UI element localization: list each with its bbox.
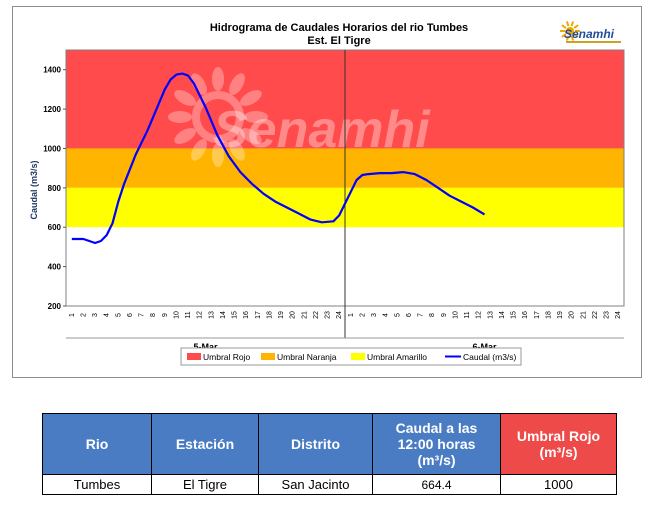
x-tick-label-16: 17 [255, 311, 262, 319]
y-axis-label: Caudal (m3/s) [29, 160, 39, 219]
y-tick-label-5: 1200 [43, 105, 61, 114]
x-tick-label-1: 2 [80, 313, 87, 317]
x-tick-label-21: 22 [313, 311, 320, 319]
x-tick-label-30: 7 [418, 313, 425, 317]
cell-rio: Tumbes [42, 474, 152, 495]
x-tick-label-46: 23 [604, 311, 611, 319]
header-distrito: Distrito [258, 413, 373, 475]
sun-watermark-icon [168, 67, 268, 167]
x-tick-label-43: 20 [569, 311, 576, 319]
header-caudal-unit: (m³/s) [417, 452, 456, 468]
header-umbral-rojo: Umbral Rojo (m³/s) [500, 413, 617, 475]
x-tick-label-28: 5 [394, 313, 401, 317]
x-tick-label-41: 18 [545, 311, 552, 319]
x-tick-label-11: 12 [197, 311, 204, 319]
x-tick-label-2: 3 [92, 313, 99, 317]
legend-label-1: Umbral Naranja [277, 352, 337, 362]
x-tick-label-24: 1 [348, 313, 355, 317]
x-tick-label-18: 19 [278, 311, 285, 319]
x-tick-label-8: 9 [162, 313, 169, 317]
x-tick-label-22: 23 [325, 311, 332, 319]
x-tick-label-44: 21 [580, 311, 587, 319]
header-umbral-label: Umbral Rojo [516, 428, 601, 444]
x-tick-label-20: 21 [301, 311, 308, 319]
x-tick-label-26: 3 [371, 313, 378, 317]
header-caudal: Caudal a las 12:00 horas (m³/s) [372, 413, 501, 475]
day-label-0: 5-Mar [193, 342, 218, 352]
x-tick-label-34: 11 [464, 311, 471, 318]
x-tick-label-17: 18 [266, 311, 273, 319]
x-tick-label-4: 5 [115, 313, 122, 317]
y-tick-label-4: 1000 [43, 144, 61, 153]
x-tick-label-7: 8 [150, 313, 157, 317]
x-tick-label-39: 16 [522, 311, 529, 319]
header-umbral-unit: (m³/s) [539, 444, 578, 460]
y-tick-label-6: 1400 [43, 66, 61, 75]
watermark-text: Senamhi [213, 101, 431, 159]
y-tick-label-0: 200 [48, 302, 62, 311]
x-tick-label-38: 15 [511, 311, 518, 319]
cell-estacion: El Tigre [151, 474, 259, 495]
x-tick-label-40: 17 [534, 311, 541, 319]
chart-legend: Umbral Rojo Umbral Naranja Umbral Amarillo… [180, 347, 522, 366]
x-tick-label-32: 9 [441, 313, 448, 317]
x-tick-label-25: 2 [359, 313, 366, 317]
x-tick-label-29: 6 [406, 313, 413, 317]
x-tick-label-27: 4 [383, 313, 390, 317]
legend-label-3: Caudal (m3/s) [463, 352, 517, 362]
summary-table: Rio Estación Distrito Caudal a las 12:00… [42, 413, 617, 495]
header-estacion: Estación [151, 413, 259, 475]
x-tick-label-0: 1 [69, 313, 76, 317]
chart-subtitle: Est. El Tigre [307, 35, 370, 47]
x-tick-label-36: 13 [487, 311, 494, 319]
sun-icon [560, 21, 580, 41]
x-tick-label-42: 19 [557, 311, 564, 319]
legend-swatch-1 [261, 353, 275, 360]
x-tick-label-13: 14 [220, 311, 227, 319]
x-tick-label-12: 13 [208, 311, 215, 319]
x-tick-label-19: 20 [290, 311, 297, 319]
legend-label-2: Umbral Amarillo [367, 352, 427, 362]
x-tick-label-47: 24 [615, 311, 622, 319]
x-tick-label-37: 14 [499, 311, 506, 319]
logo-text: Senamhi [564, 27, 615, 41]
x-tick-label-3: 4 [104, 313, 111, 317]
y-tick-label-1: 400 [48, 263, 62, 272]
day-label-1: 6-Mar [472, 342, 497, 352]
x-tick-label-33: 10 [452, 311, 459, 319]
x-tick-label-31: 8 [429, 313, 436, 317]
legend-label-0: Umbral Rojo [203, 352, 251, 362]
cell-distrito: San Jacinto [258, 474, 373, 495]
header-caudal-label: Caudal a las 12:00 horas [395, 420, 478, 452]
senamhi-logo: Senamhi [560, 21, 621, 43]
chart-title: Hidrograma de Caudales Horarios del rio … [210, 22, 468, 34]
cell-umbral: 1000 [500, 474, 617, 495]
x-tick-label-9: 10 [173, 311, 180, 319]
x-tick-label-6: 7 [139, 313, 146, 317]
legend-swatch-0 [187, 353, 201, 360]
x-tick-label-15: 16 [243, 311, 250, 319]
x-tick-label-14: 15 [232, 311, 239, 319]
x-tick-label-10: 11 [185, 311, 192, 318]
x-tick-label-35: 12 [476, 311, 483, 319]
header-rio: Rio [42, 413, 152, 475]
x-tick-label-23: 24 [336, 311, 343, 319]
y-tick-label-3: 800 [48, 184, 62, 193]
cell-caudal: 664.4 [372, 474, 501, 495]
caudal-line [71, 72, 486, 245]
y-tick-label-2: 600 [48, 223, 62, 232]
x-tick-label-5: 6 [127, 313, 134, 317]
x-tick-label-45: 22 [592, 311, 599, 319]
legend-swatch-2 [351, 353, 365, 360]
